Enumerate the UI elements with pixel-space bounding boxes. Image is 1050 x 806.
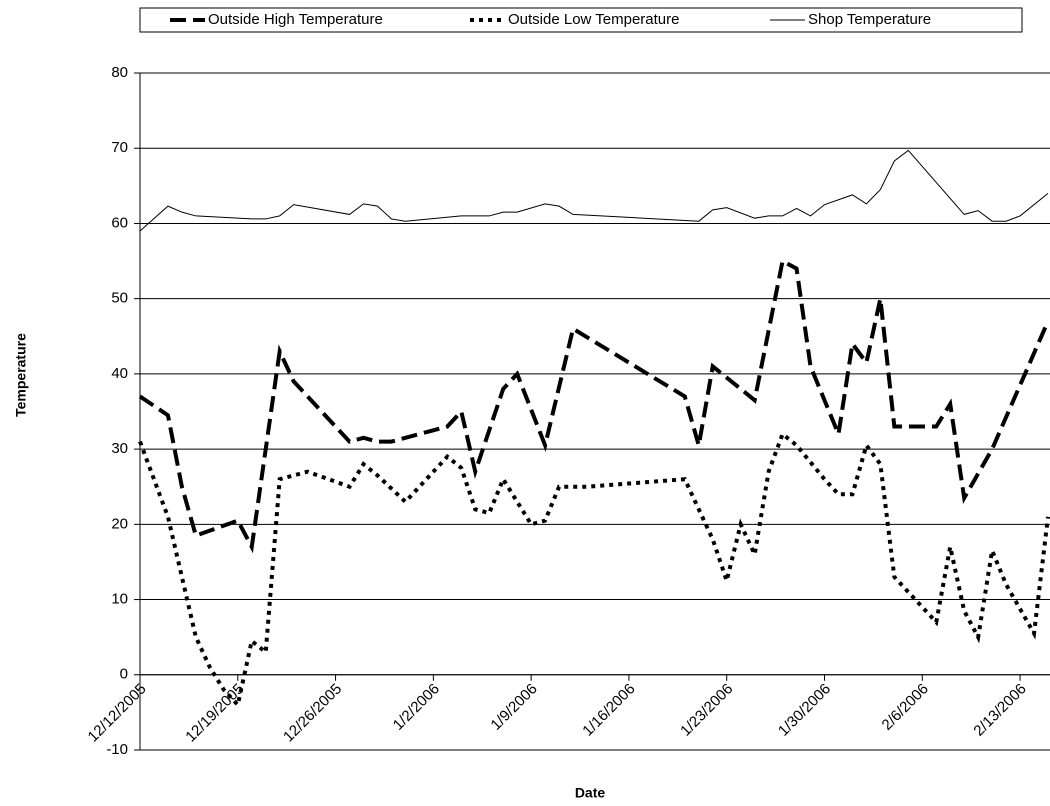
x-tick-label: 1/16/2006: [579, 680, 638, 739]
y-tick-label: 20: [111, 515, 128, 532]
series-line: [138, 258, 1050, 554]
y-tick-label: -10: [106, 741, 128, 758]
x-tick-label: 1/30/2006: [775, 680, 834, 739]
x-tick-label: 1/9/2006: [487, 680, 540, 733]
series-line: [139, 149, 1049, 232]
y-tick-label: 0: [120, 666, 128, 683]
y-tick-label: 50: [111, 290, 128, 307]
y-tick-label: 70: [111, 139, 128, 156]
y-tick-label: 60: [111, 214, 128, 231]
legend-label: Shop Temperature: [808, 11, 931, 28]
x-tick-label: 2/6/2006: [879, 680, 932, 733]
y-tick-label: 30: [111, 440, 128, 457]
y-tick-label: 10: [111, 591, 128, 608]
x-tick-label: 1/23/2006: [677, 680, 736, 739]
y-axis-title: Temperature: [13, 333, 29, 417]
legend-box: [139, 7, 1023, 33]
legend-label: Outside Low Temperature: [508, 11, 679, 28]
y-tick-label: 40: [111, 365, 128, 382]
x-tick-label: 2/13/2006: [970, 680, 1029, 739]
x-tick-label: 12/26/2005: [280, 680, 345, 745]
x-axis-title: Date: [575, 785, 606, 801]
series-line: [138, 430, 1050, 710]
x-tick-label: 1/2/2006: [390, 680, 443, 733]
y-tick-label: 80: [111, 64, 128, 81]
x-tick-label: 12/19/2005: [182, 680, 247, 745]
legend-label: Outside High Temperature: [208, 11, 383, 28]
